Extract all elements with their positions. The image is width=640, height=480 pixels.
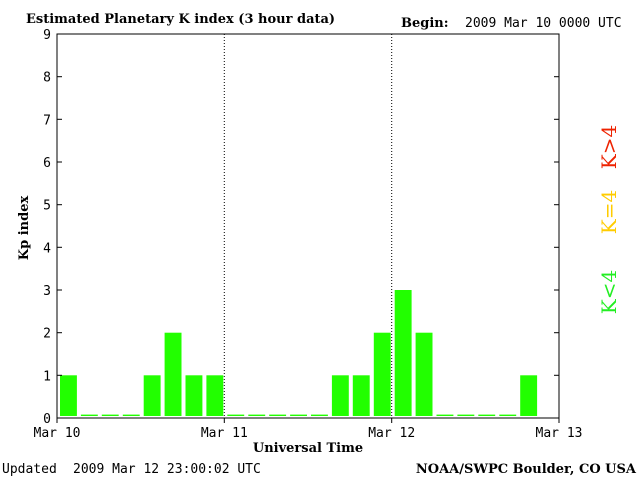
kp-bar bbox=[60, 375, 77, 416]
kp-bar bbox=[311, 414, 328, 416]
kp-bar bbox=[394, 290, 412, 416]
kp-bar bbox=[290, 414, 307, 416]
kp-bar bbox=[520, 375, 538, 416]
y-tick-label: 7 bbox=[43, 113, 51, 128]
kp-bar bbox=[478, 414, 496, 416]
y-tick-label: 8 bbox=[43, 71, 51, 86]
kp-bar bbox=[122, 414, 140, 416]
y-tick-label: 1 bbox=[43, 369, 51, 384]
x-tick-group: Mar 10 Mar 11 Mar 12 Mar 13 bbox=[34, 418, 583, 441]
x-tick-label: Mar 11 bbox=[201, 426, 248, 441]
y-axis-label: Kp index bbox=[17, 196, 32, 261]
kp-bar bbox=[185, 375, 203, 416]
kp-bar bbox=[101, 414, 119, 416]
y-tick-label: 2 bbox=[43, 327, 51, 342]
x-axis-label: Universal Time bbox=[253, 441, 363, 456]
kp-bar bbox=[269, 414, 287, 416]
kp-bar bbox=[80, 414, 98, 416]
plot-frame bbox=[56, 33, 560, 419]
kp-bar bbox=[164, 332, 182, 416]
kp-bar bbox=[352, 375, 370, 416]
kp-bar bbox=[499, 414, 517, 416]
updated-value: 2009 Mar 12 23:00:02 UTC bbox=[73, 462, 261, 477]
y-tick-label: 4 bbox=[43, 241, 51, 256]
y-tick-label: 5 bbox=[43, 199, 51, 214]
kp-bar bbox=[206, 375, 224, 416]
y-tick-label: 0 bbox=[43, 412, 51, 427]
kp-bar bbox=[373, 332, 391, 416]
x-tick-label: Mar 12 bbox=[368, 426, 415, 441]
kp-bar bbox=[143, 375, 161, 416]
legend-entry: K>4 bbox=[597, 125, 621, 169]
y-tick-group: 0 1 2 3 4 5 6 7 8 9 bbox=[43, 28, 559, 427]
y-tick-label: 9 bbox=[43, 28, 51, 43]
legend: K<4 K=4 K>4 bbox=[597, 125, 621, 314]
y-tick-label: 3 bbox=[43, 284, 51, 299]
source-credit: NOAA/SWPC Boulder, CO USA bbox=[416, 462, 637, 477]
chart-title: Estimated Planetary K index (3 hour data… bbox=[26, 12, 335, 27]
kp-bar bbox=[248, 414, 266, 416]
kp-bar bbox=[331, 375, 349, 416]
kp-bar bbox=[436, 414, 454, 416]
legend-entry: K=4 bbox=[597, 190, 621, 234]
day-divider-group bbox=[223, 34, 393, 418]
x-tick-label: Mar 13 bbox=[536, 426, 583, 441]
y-tick-label: 6 bbox=[43, 156, 51, 171]
legend-entry: K<4 bbox=[597, 270, 621, 314]
x-tick-label: Mar 10 bbox=[34, 426, 81, 441]
begin-value: 2009 Mar 10 0000 UTC bbox=[465, 16, 622, 31]
kp-bar bbox=[457, 414, 475, 416]
kp-bar bbox=[227, 414, 245, 416]
updated-label: Updated bbox=[2, 462, 57, 477]
bars-group bbox=[60, 290, 538, 416]
begin-label: Begin: bbox=[401, 16, 449, 31]
kp-bar bbox=[415, 332, 433, 416]
